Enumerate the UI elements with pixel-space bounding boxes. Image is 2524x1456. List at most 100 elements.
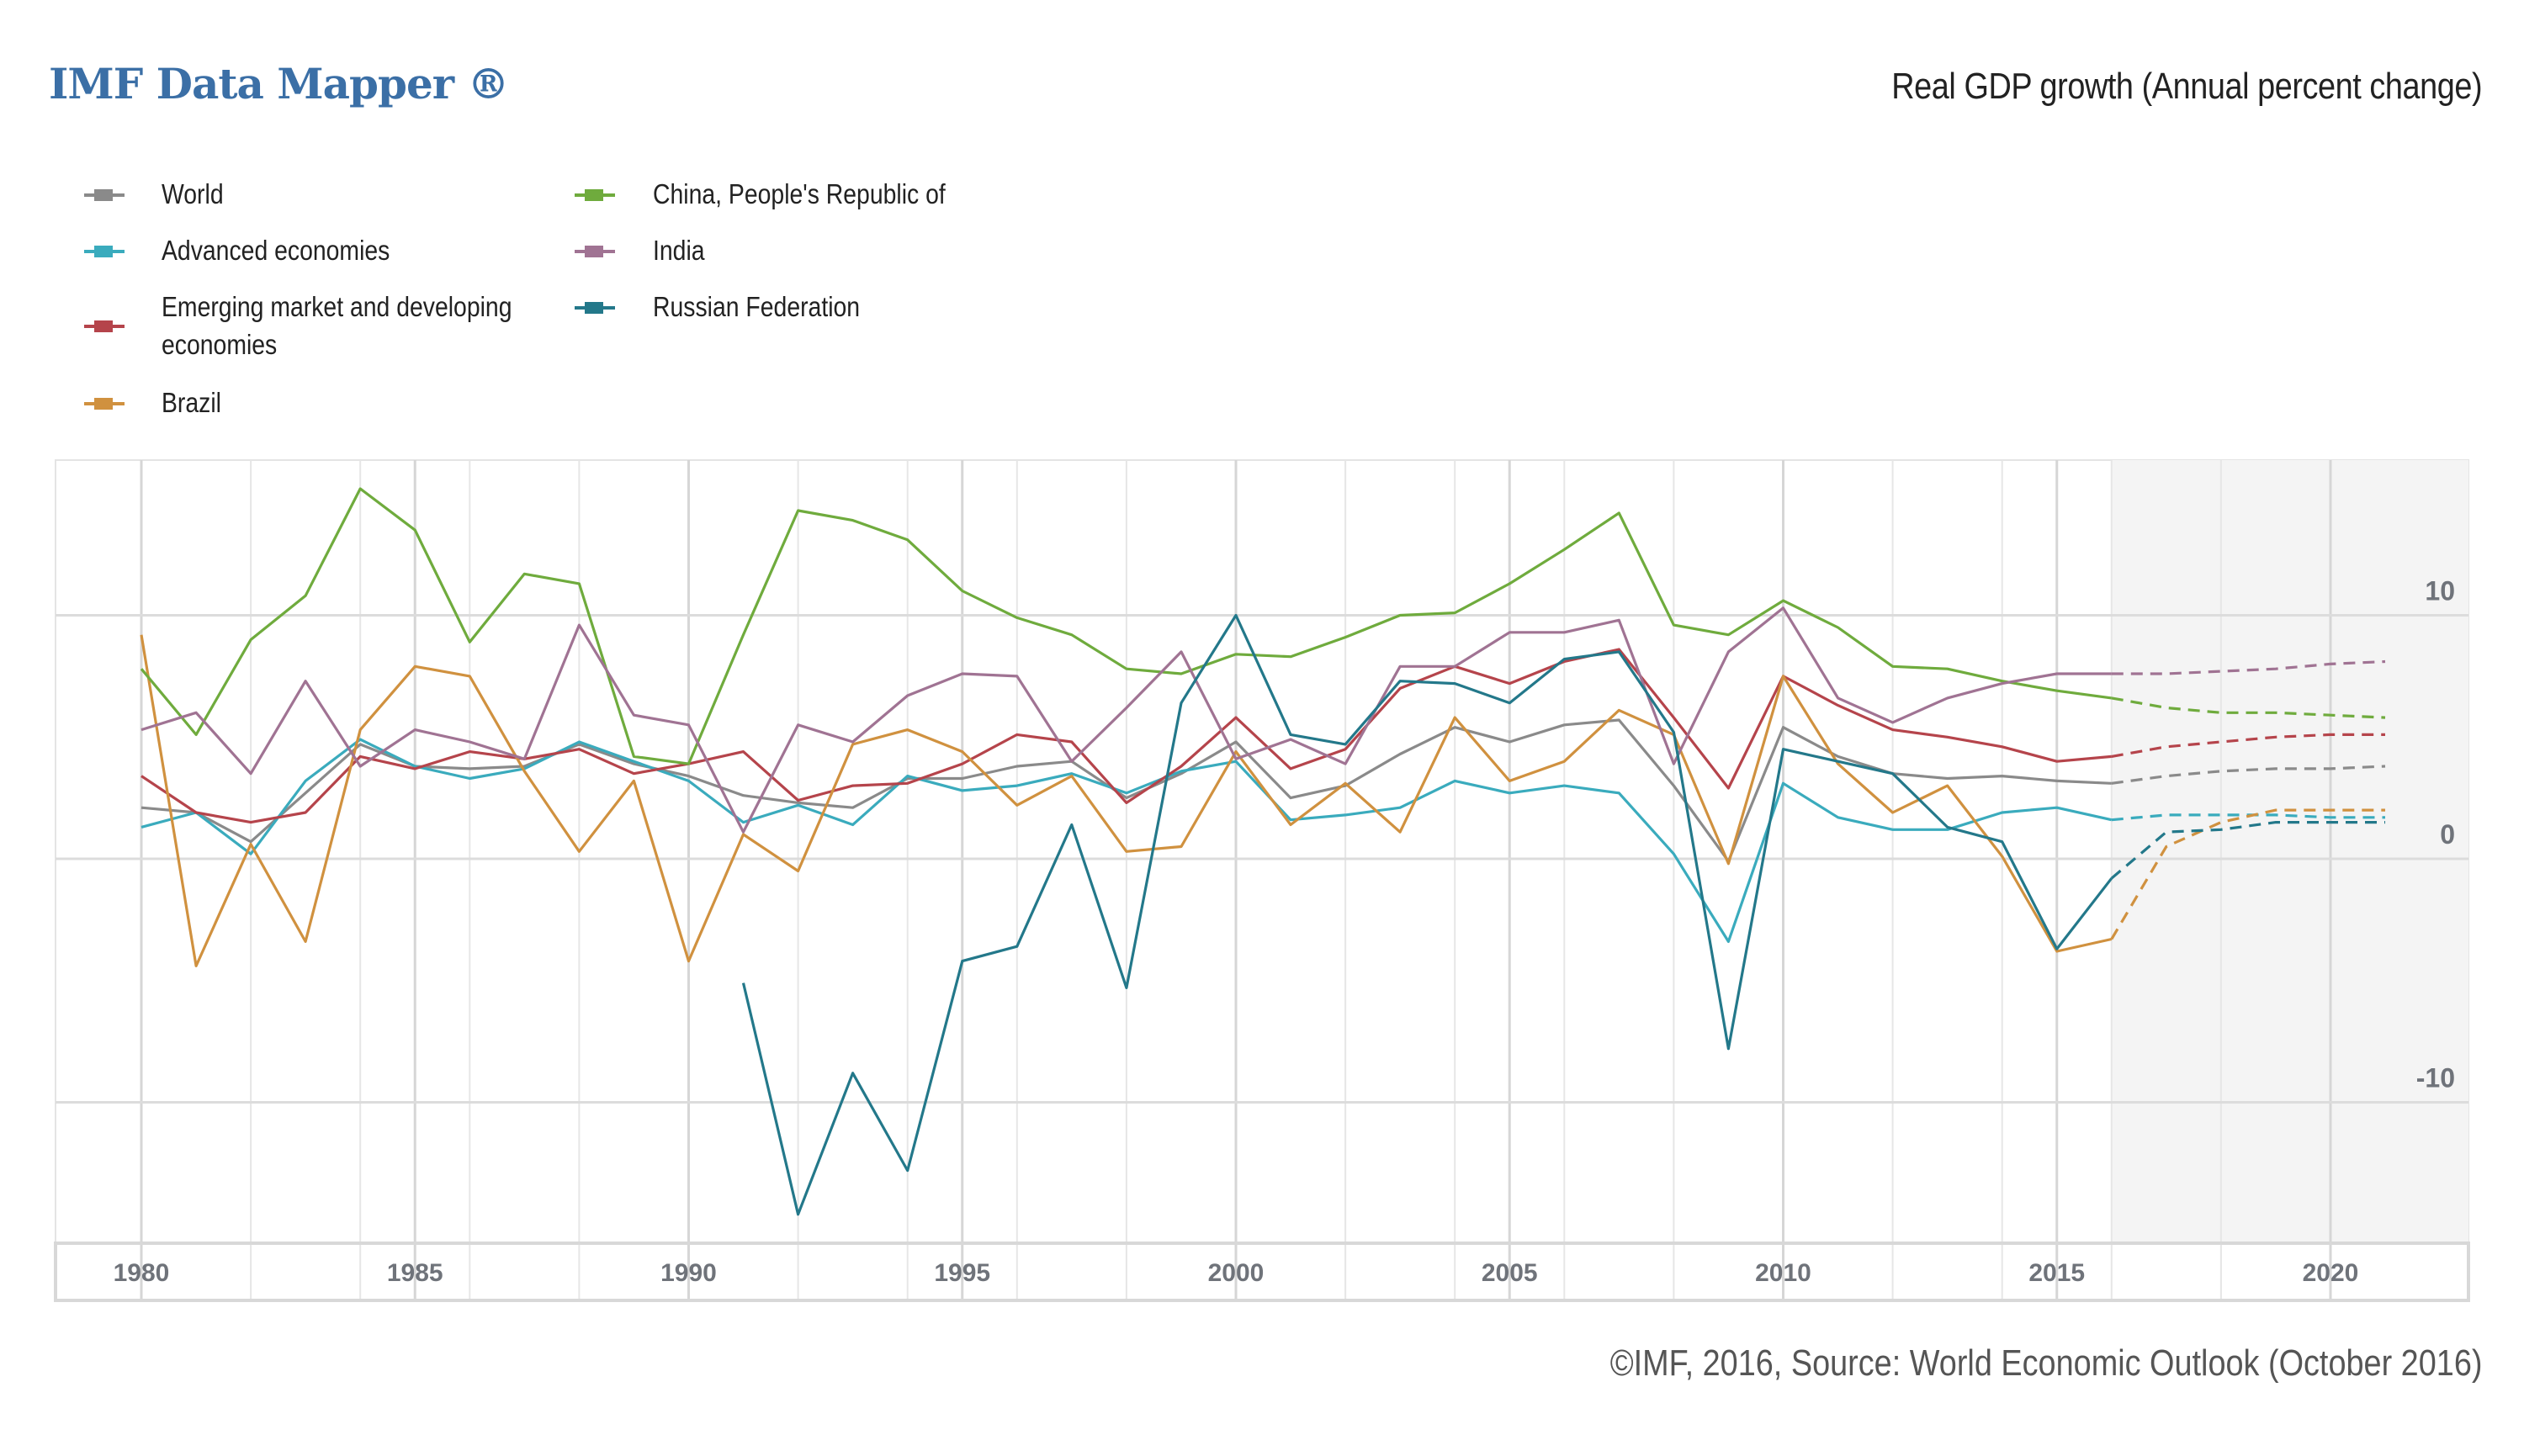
y-tick-label: 10 bbox=[2425, 576, 2455, 606]
x-tick-label: 2005 bbox=[1482, 1259, 1538, 1287]
data-point bbox=[1946, 825, 1949, 829]
data-point bbox=[249, 843, 252, 846]
data-point bbox=[1562, 760, 1566, 763]
data-point bbox=[1508, 740, 1511, 744]
data-point bbox=[304, 779, 307, 782]
data-point bbox=[2055, 672, 2059, 675]
data-point bbox=[522, 757, 526, 760]
data-point bbox=[2329, 713, 2332, 717]
data-point bbox=[1837, 696, 1840, 700]
data-point bbox=[2165, 813, 2168, 817]
data-point bbox=[1672, 852, 1675, 855]
data-point bbox=[1891, 728, 1895, 732]
data-point bbox=[742, 633, 745, 637]
data-point bbox=[2274, 767, 2277, 770]
data-point bbox=[468, 776, 471, 780]
data-point bbox=[577, 740, 581, 744]
data-point bbox=[1453, 612, 1456, 615]
data-point bbox=[1015, 733, 1019, 736]
data-point bbox=[2165, 707, 2168, 710]
data-point bbox=[1617, 650, 1620, 654]
data-point bbox=[1946, 784, 1949, 787]
data-point bbox=[1180, 650, 1183, 654]
chart-title: Real GDP growth (Annual percent change) bbox=[1891, 66, 2482, 107]
data-point bbox=[906, 775, 909, 778]
data-point bbox=[1946, 735, 1949, 739]
data-point bbox=[797, 723, 800, 727]
data-point bbox=[1453, 779, 1456, 782]
data-point bbox=[1726, 786, 1730, 790]
data-point bbox=[522, 770, 526, 773]
series-line-forecast bbox=[2110, 820, 2385, 880]
data-point bbox=[1508, 792, 1511, 795]
series-line-actual bbox=[141, 738, 2113, 944]
data-point bbox=[304, 940, 307, 943]
data-point bbox=[632, 713, 635, 717]
data-point bbox=[1234, 614, 1238, 617]
data-point bbox=[1837, 760, 1840, 763]
y-tick-label: -10 bbox=[2416, 1063, 2455, 1093]
data-point bbox=[1015, 616, 1019, 619]
data-point bbox=[1234, 750, 1238, 754]
data-point bbox=[961, 590, 964, 593]
data-point bbox=[2274, 808, 2277, 812]
data-point bbox=[1289, 797, 1292, 800]
data-point bbox=[2110, 818, 2113, 822]
data-point bbox=[2055, 779, 2059, 782]
data-point bbox=[851, 1072, 855, 1075]
data-point bbox=[2329, 767, 2332, 770]
data-point bbox=[1946, 667, 1949, 670]
data-point bbox=[1015, 803, 1019, 807]
x-axis-box bbox=[54, 1242, 2470, 1302]
data-point bbox=[1726, 1047, 1730, 1051]
data-point bbox=[1015, 945, 1019, 948]
data-point bbox=[2001, 682, 2004, 686]
data-point bbox=[1015, 675, 1019, 678]
series-china-people-s-republic-of bbox=[140, 487, 2386, 765]
data-point bbox=[1289, 733, 1292, 736]
series-line-forecast bbox=[2110, 808, 2385, 940]
data-point bbox=[522, 572, 526, 575]
data-point bbox=[1180, 845, 1183, 849]
data-point bbox=[961, 762, 964, 765]
data-point bbox=[687, 775, 691, 778]
series-line-forecast bbox=[2111, 765, 2386, 785]
data-point bbox=[1289, 767, 1292, 770]
data-point bbox=[797, 799, 800, 802]
data-point bbox=[1125, 792, 1128, 795]
data-point bbox=[1070, 823, 1074, 826]
data-point bbox=[2383, 765, 2387, 768]
data-point bbox=[1398, 680, 1402, 683]
y-tick-label: 0 bbox=[2440, 819, 2455, 850]
data-point bbox=[2274, 711, 2277, 714]
data-point bbox=[1344, 762, 1347, 765]
data-point bbox=[742, 830, 745, 834]
data-point bbox=[1344, 636, 1347, 639]
source-footer: ©IMF, 2016, Source: World Economic Outlo… bbox=[1609, 1342, 2482, 1384]
data-point bbox=[2383, 660, 2387, 664]
data-point bbox=[358, 728, 362, 732]
data-point bbox=[2219, 670, 2223, 673]
data-point bbox=[140, 775, 143, 778]
data-point bbox=[1782, 606, 1785, 610]
legend-label: World bbox=[162, 178, 224, 209]
data-point bbox=[1672, 716, 1675, 719]
data-point bbox=[851, 519, 855, 522]
data-point bbox=[1837, 704, 1840, 707]
data-point bbox=[961, 750, 964, 754]
data-point bbox=[1125, 707, 1128, 710]
data-point bbox=[1782, 675, 1785, 678]
data-point bbox=[2110, 781, 2113, 785]
data-point bbox=[1562, 723, 1566, 727]
data-point bbox=[797, 869, 800, 872]
data-point bbox=[797, 1213, 800, 1216]
data-point bbox=[1782, 781, 1785, 785]
data-point bbox=[1398, 753, 1402, 756]
data-point bbox=[468, 750, 471, 754]
data-point bbox=[1617, 708, 1620, 712]
x-tick-label: 2015 bbox=[2028, 1259, 2085, 1287]
forecast-shading bbox=[2111, 460, 2468, 1243]
data-point bbox=[1180, 765, 1183, 768]
data-point bbox=[2110, 754, 2113, 758]
